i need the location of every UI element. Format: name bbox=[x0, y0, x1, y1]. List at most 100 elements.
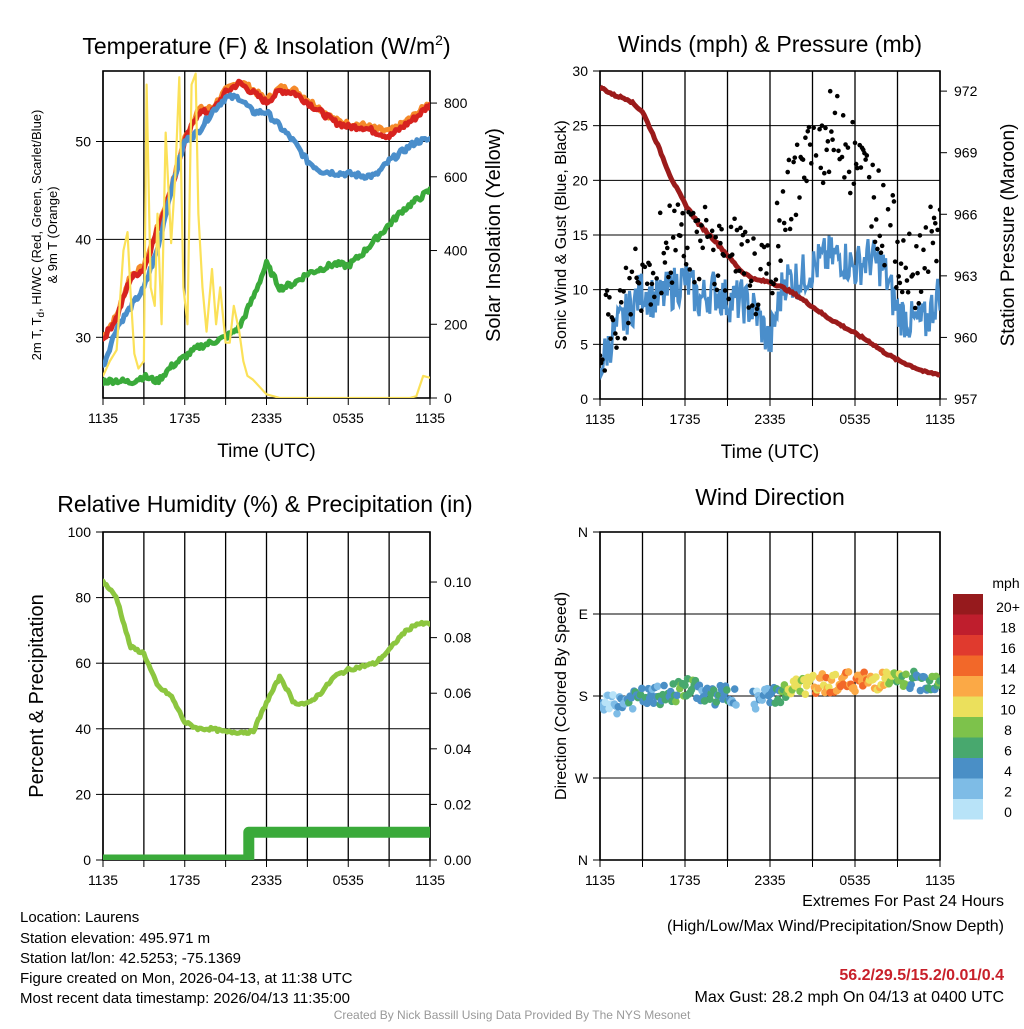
plot-area bbox=[600, 667, 940, 718]
y-tick-label: 20 bbox=[572, 172, 588, 188]
gust-point bbox=[696, 276, 702, 282]
gust-point bbox=[923, 225, 929, 230]
gust-point bbox=[663, 240, 669, 246]
y2-tick-label: 972 bbox=[954, 83, 978, 99]
direction-point bbox=[872, 673, 880, 681]
gust-point bbox=[896, 274, 901, 279]
gust-point bbox=[825, 139, 831, 144]
gust-point bbox=[892, 259, 898, 264]
gust-point bbox=[811, 125, 816, 131]
gust-point bbox=[605, 312, 611, 317]
gust-point bbox=[872, 239, 878, 245]
gust-point bbox=[846, 169, 852, 175]
y-tick-label: 0 bbox=[580, 391, 588, 407]
direction-point bbox=[672, 697, 680, 706]
legend-swatch bbox=[953, 696, 983, 717]
gust-point bbox=[805, 128, 811, 134]
y-tick-label: 15 bbox=[572, 227, 588, 243]
gust-point bbox=[809, 161, 814, 166]
direction-point bbox=[649, 699, 658, 708]
gust-point bbox=[734, 227, 740, 233]
gust-point bbox=[918, 289, 924, 295]
legend-swatch bbox=[953, 778, 983, 799]
gust-point bbox=[666, 274, 671, 280]
gust-point bbox=[901, 238, 906, 243]
gust-point bbox=[914, 243, 919, 249]
gust-point bbox=[758, 266, 763, 272]
gust-point bbox=[781, 220, 787, 226]
gust-point bbox=[654, 276, 659, 281]
gust-point bbox=[875, 246, 880, 252]
gust-point bbox=[864, 153, 870, 158]
x-tick-label: 0535 bbox=[333, 872, 364, 888]
recent: Most recent data timestamp: 2026/04/13 1… bbox=[20, 990, 350, 1007]
gust-point bbox=[921, 247, 926, 253]
gust-point bbox=[931, 215, 937, 221]
legend-title: mph bbox=[992, 575, 1019, 591]
gust-point bbox=[826, 169, 832, 175]
panel-4: Wind Direction 1135 1735 2335 0535 1135 N W S E N D… bbox=[553, 484, 1020, 888]
gust-point bbox=[853, 161, 859, 167]
gust-point bbox=[819, 123, 825, 128]
gust-point bbox=[683, 261, 689, 267]
gust-point bbox=[745, 238, 750, 244]
gust-point bbox=[668, 270, 674, 276]
gust-point bbox=[922, 266, 927, 271]
gust-point bbox=[761, 244, 767, 250]
legend-swatch bbox=[953, 676, 983, 697]
y2-tick-label: 957 bbox=[954, 391, 978, 407]
gust-point bbox=[794, 142, 800, 148]
gust-point bbox=[829, 129, 834, 134]
gust-point bbox=[882, 262, 887, 268]
gust-point bbox=[722, 288, 728, 293]
plot-frame bbox=[599, 70, 941, 400]
y-label-part: , HI/WC (Red, Green, Scarlet/Blue) bbox=[29, 110, 44, 312]
gust-point bbox=[737, 268, 742, 274]
gust-point bbox=[858, 165, 864, 170]
gust-point bbox=[728, 224, 734, 230]
gust-point bbox=[709, 228, 715, 234]
direction-point bbox=[809, 671, 817, 680]
gust-point bbox=[610, 317, 616, 323]
gust-point bbox=[820, 180, 826, 186]
gust-point bbox=[937, 207, 940, 213]
gust-point bbox=[687, 267, 693, 272]
gust-point bbox=[827, 88, 833, 94]
direction-point bbox=[831, 670, 840, 679]
gust-point bbox=[891, 199, 897, 204]
gust-point bbox=[843, 142, 848, 147]
gust-point bbox=[780, 189, 786, 194]
gust-point bbox=[703, 217, 709, 223]
gust-point bbox=[749, 303, 755, 308]
x-tick-label: 2335 bbox=[251, 410, 282, 426]
gust-point bbox=[904, 278, 910, 283]
direction-point bbox=[776, 698, 785, 707]
gust-point bbox=[928, 204, 933, 210]
gust-point bbox=[614, 345, 619, 350]
gust-point bbox=[659, 290, 664, 296]
gust-point bbox=[910, 272, 916, 277]
legend-label: 20+ bbox=[996, 599, 1020, 615]
gust-point bbox=[863, 157, 868, 162]
gust-point bbox=[894, 285, 899, 290]
x-axis-label: Time (UTC) bbox=[721, 442, 820, 463]
gust-point bbox=[765, 243, 770, 248]
x-tick-label: 2335 bbox=[754, 872, 785, 888]
plot-frame bbox=[102, 70, 431, 399]
x-tick-label: 1135 bbox=[415, 410, 445, 426]
direction-point bbox=[851, 687, 859, 696]
gust-point bbox=[929, 229, 935, 234]
gust-point bbox=[834, 93, 840, 99]
gust-point bbox=[912, 305, 918, 311]
direction-point bbox=[712, 698, 721, 706]
gust-point bbox=[629, 269, 635, 275]
gust-point bbox=[822, 170, 827, 176]
gust-point bbox=[770, 290, 775, 296]
gust-point bbox=[766, 261, 772, 267]
direction-point bbox=[844, 668, 853, 676]
gust-point bbox=[903, 265, 909, 271]
gust-point bbox=[739, 242, 744, 247]
gust-point bbox=[748, 278, 754, 284]
gust-point bbox=[817, 126, 822, 132]
gust-point bbox=[916, 301, 922, 306]
